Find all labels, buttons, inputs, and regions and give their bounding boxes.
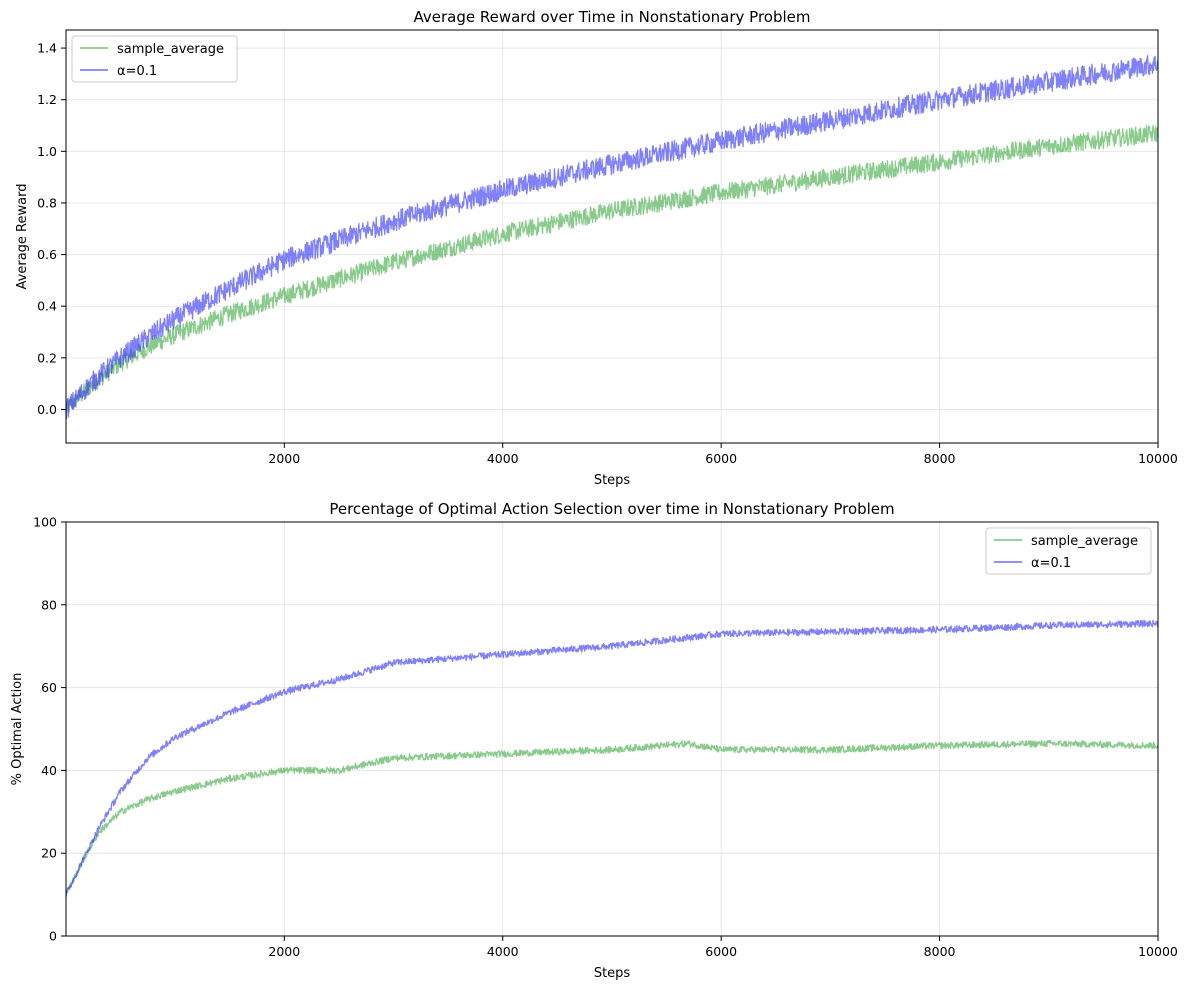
x-tick-label: 10000 (1138, 451, 1178, 466)
y-tick-label: 20 (41, 846, 57, 861)
optimal-action-chart-series (65, 619, 1159, 898)
reward-chart: Average Reward over Time in Nonstationar… (15, 8, 1178, 488)
legend-box (985, 527, 1152, 575)
y-tick-label: 40 (41, 763, 57, 778)
reward-chart-legend: sample_average α=0.1 (71, 35, 238, 83)
optimal-action-chart-grid (66, 521, 1159, 937)
series-line-alpha (65, 619, 1159, 896)
x-tick-label: 4000 (487, 944, 519, 959)
reward-chart-ylabel: Average Reward (15, 184, 30, 290)
x-tick-label: 4000 (487, 451, 519, 466)
y-tick-label: 1.0 (37, 144, 57, 159)
series-line-sample-average (65, 739, 1159, 898)
x-tick-label: 2000 (268, 451, 300, 466)
y-tick-label: 0.8 (37, 195, 57, 210)
optimal-action-chart-ticks: 2000 4000 6000 8000 10000 0 20 40 60 80 100 (33, 515, 1178, 960)
reward-chart-series (65, 54, 1159, 420)
legend-label-sample-average: sample_average (117, 42, 224, 57)
y-tick-label: 0.6 (37, 247, 57, 262)
y-tick-label: 0.4 (37, 299, 57, 314)
x-tick-label: 10000 (1138, 944, 1178, 959)
optimal-action-chart: Percentage of Optimal Action Selection o… (10, 500, 1178, 981)
reward-chart-title: Average Reward over Time in Nonstationar… (414, 8, 811, 26)
x-tick-label: 8000 (924, 944, 956, 959)
x-tick-label: 2000 (268, 944, 300, 959)
reward-chart-ticks: 2000 4000 6000 8000 10000 0.0 0.2 0.4 0.6 0.8 1.0 1… (37, 41, 1178, 466)
legend-label-sample-average: sample_average (1031, 534, 1138, 549)
y-tick-label: 0 (49, 929, 57, 944)
legend-box (71, 35, 238, 83)
series-line-sample-average (65, 124, 1159, 414)
y-tick-label: 0.0 (37, 402, 57, 417)
y-tick-label: 1.4 (37, 41, 57, 56)
reward-chart-grid (66, 30, 1159, 443)
y-tick-label: 60 (41, 680, 57, 695)
x-tick-label: 8000 (924, 451, 956, 466)
optimal-action-chart-legend: sample_average α=0.1 (985, 527, 1152, 575)
optimal-action-chart-ylabel: % Optimal Action (10, 673, 25, 786)
optimal-action-chart-xlabel: Steps (594, 966, 631, 981)
legend-label-alpha: α=0.1 (117, 64, 157, 79)
series-line-alpha (65, 54, 1159, 420)
y-tick-label: 0.2 (37, 350, 57, 365)
reward-chart-xlabel: Steps (594, 473, 631, 488)
y-tick-label: 1.2 (37, 92, 57, 107)
x-tick-label: 6000 (705, 944, 737, 959)
optimal-action-chart-title: Percentage of Optimal Action Selection o… (329, 500, 894, 518)
x-tick-label: 6000 (705, 451, 737, 466)
optimal-action-chart-plot-frame (65, 521, 1159, 937)
legend-label-alpha: α=0.1 (1031, 556, 1071, 571)
y-tick-label: 80 (41, 597, 57, 612)
reward-chart-plot-frame (65, 29, 1159, 444)
y-tick-label: 100 (33, 515, 57, 530)
